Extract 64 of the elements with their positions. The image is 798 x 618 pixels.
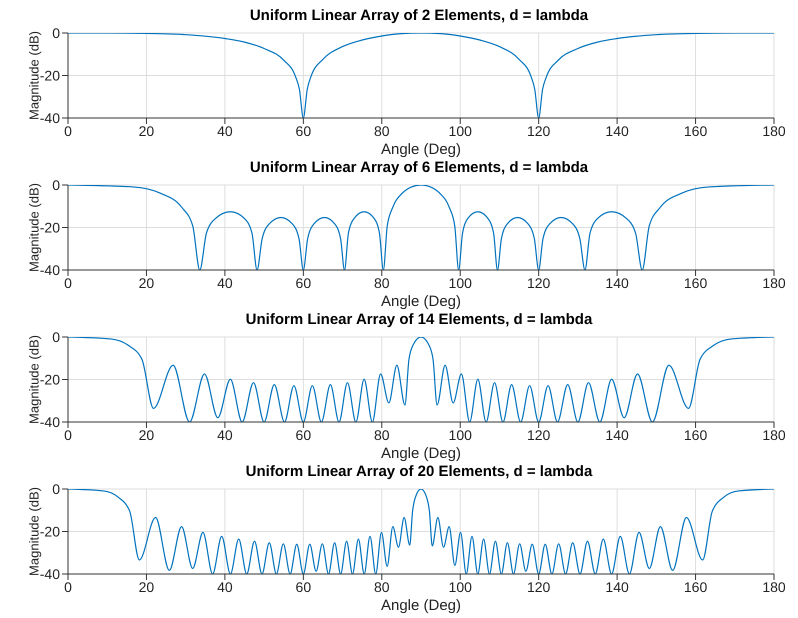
x-tick-label: 60 xyxy=(296,578,312,595)
y-axis-title: Magnitude (dB) xyxy=(26,31,42,120)
chart-title: Uniform Linear Array of 2 Elements, d = lambda xyxy=(248,7,590,24)
x-tick-label: 40 xyxy=(217,274,233,291)
x-tick-label: 100 xyxy=(448,122,472,139)
y-tick-label: -20 xyxy=(40,523,60,540)
y-tick-label: 0 xyxy=(52,176,60,193)
x-tick-label: 20 xyxy=(138,274,154,291)
x-tick-label: 140 xyxy=(605,426,630,443)
x-axis-title: Angle (Deg) xyxy=(380,445,462,462)
x-tick-label: 100 xyxy=(448,426,472,443)
x-tick-label: 120 xyxy=(526,426,551,443)
x-tick-label: 120 xyxy=(526,274,551,291)
x-tick-label: 80 xyxy=(374,578,390,595)
x-axis-title: Angle (Deg) xyxy=(380,141,462,158)
x-tick-label: 0 xyxy=(64,122,72,139)
x-tick-label: 100 xyxy=(448,578,472,595)
x-tick-label: 0 xyxy=(64,274,72,291)
x-tick-label: 0 xyxy=(64,426,72,443)
x-tick-label: 20 xyxy=(138,122,154,139)
y-axis-title: Magnitude (dB) xyxy=(26,183,42,272)
y-tick-label: -20 xyxy=(40,219,60,236)
x-tick-label: 160 xyxy=(684,426,708,443)
x-tick-label: 140 xyxy=(605,578,630,595)
x-tick-label: 0 xyxy=(64,578,72,595)
y-tick-label: -20 xyxy=(40,371,60,388)
x-tick-label: 40 xyxy=(217,122,233,139)
x-tick-label: 180 xyxy=(762,274,786,291)
x-tick-label: 80 xyxy=(374,426,390,443)
x-tick-label: 20 xyxy=(138,426,154,443)
chart-title: Uniform Linear Array of 6 Elements, d = lambda xyxy=(248,159,590,176)
x-tick-label: 180 xyxy=(762,578,786,595)
x-tick-label: 60 xyxy=(296,122,312,139)
x-tick-label: 80 xyxy=(374,122,390,139)
x-tick-label: 120 xyxy=(526,122,551,139)
y-tick-label: 0 xyxy=(52,480,60,497)
x-tick-label: 80 xyxy=(374,274,390,291)
chart-title: Uniform Linear Array of 20 Elements, d = lambda xyxy=(244,463,594,480)
y-tick-label: -40 xyxy=(40,414,60,430)
y-axis-title: Magnitude (dB) xyxy=(26,335,42,424)
x-tick-label: 20 xyxy=(138,578,154,595)
y-tick-label: 0 xyxy=(52,328,60,345)
y-tick-label: 0 xyxy=(52,24,60,41)
x-tick-label: 140 xyxy=(605,122,630,139)
chart-title: Uniform Linear Array of 14 Elements, d = lambda xyxy=(244,311,594,328)
x-tick-label: 140 xyxy=(605,274,630,291)
x-tick-label: 180 xyxy=(762,426,786,443)
x-tick-label: 100 xyxy=(448,274,472,291)
x-axis-title: Angle (Deg) xyxy=(380,597,462,614)
y-tick-label: -40 xyxy=(40,110,60,126)
x-axis-title: Angle (Deg) xyxy=(380,293,462,310)
x-tick-label: 160 xyxy=(684,122,708,139)
x-tick-label: 60 xyxy=(296,426,312,443)
x-tick-label: 160 xyxy=(684,578,708,595)
y-tick-label: -40 xyxy=(40,566,60,582)
y-axis-title: Magnitude (dB) xyxy=(26,487,42,576)
x-tick-label: 180 xyxy=(762,122,786,139)
x-tick-label: 120 xyxy=(526,578,551,595)
y-tick-label: -40 xyxy=(40,262,60,278)
y-tick-label: -20 xyxy=(40,67,60,84)
x-tick-label: 40 xyxy=(217,578,233,595)
x-tick-label: 40 xyxy=(217,426,233,443)
x-tick-label: 160 xyxy=(684,274,708,291)
x-tick-label: 60 xyxy=(296,274,312,291)
